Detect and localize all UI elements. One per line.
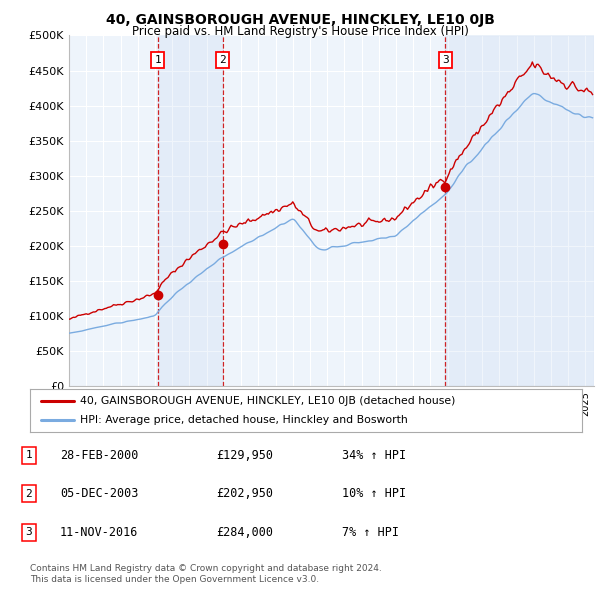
Text: 1: 1 bbox=[25, 451, 32, 460]
Bar bbox=[445, 35, 594, 386]
Text: £129,950: £129,950 bbox=[216, 449, 273, 462]
Text: 1: 1 bbox=[154, 55, 161, 65]
Text: This data is licensed under the Open Government Licence v3.0.: This data is licensed under the Open Gov… bbox=[30, 575, 319, 584]
Text: £284,000: £284,000 bbox=[216, 526, 273, 539]
Text: 40, GAINSBOROUGH AVENUE, HINCKLEY, LE10 0JB (detached house): 40, GAINSBOROUGH AVENUE, HINCKLEY, LE10 … bbox=[80, 396, 455, 406]
Text: 11-NOV-2016: 11-NOV-2016 bbox=[60, 526, 139, 539]
Text: 05-DEC-2003: 05-DEC-2003 bbox=[60, 487, 139, 500]
Text: £202,950: £202,950 bbox=[216, 487, 273, 500]
Text: 40, GAINSBOROUGH AVENUE, HINCKLEY, LE10 0JB: 40, GAINSBOROUGH AVENUE, HINCKLEY, LE10 … bbox=[106, 13, 494, 27]
Text: 10% ↑ HPI: 10% ↑ HPI bbox=[342, 487, 406, 500]
Text: 3: 3 bbox=[442, 55, 449, 65]
Text: 28-FEB-2000: 28-FEB-2000 bbox=[60, 449, 139, 462]
Text: 7% ↑ HPI: 7% ↑ HPI bbox=[342, 526, 399, 539]
Text: Contains HM Land Registry data © Crown copyright and database right 2024.: Contains HM Land Registry data © Crown c… bbox=[30, 565, 382, 573]
Text: 3: 3 bbox=[25, 527, 32, 537]
Text: 34% ↑ HPI: 34% ↑ HPI bbox=[342, 449, 406, 462]
Text: 2: 2 bbox=[25, 489, 32, 499]
Text: HPI: Average price, detached house, Hinckley and Bosworth: HPI: Average price, detached house, Hinc… bbox=[80, 415, 407, 425]
Text: Price paid vs. HM Land Registry's House Price Index (HPI): Price paid vs. HM Land Registry's House … bbox=[131, 25, 469, 38]
Text: 2: 2 bbox=[219, 55, 226, 65]
Bar bbox=[158, 35, 223, 386]
